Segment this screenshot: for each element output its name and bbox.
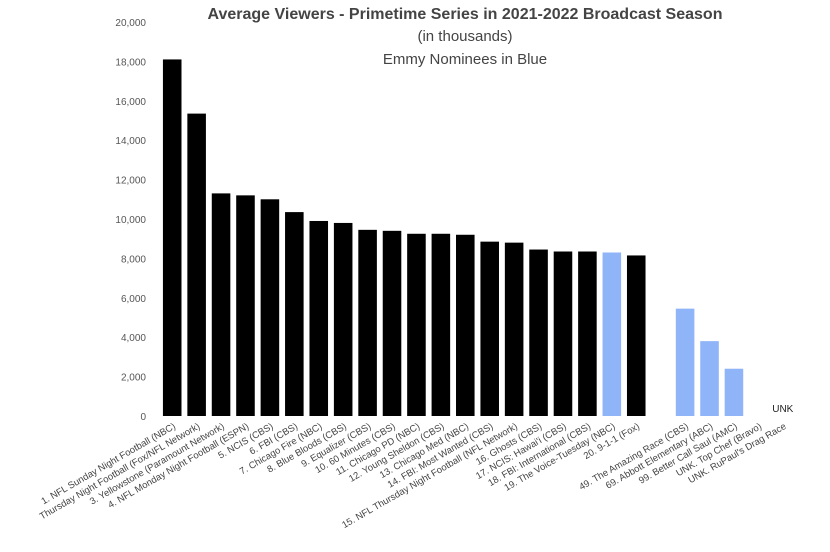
bar	[236, 195, 255, 416]
bar	[260, 199, 280, 416]
bar	[700, 341, 719, 416]
bar	[724, 368, 744, 416]
bar	[602, 252, 622, 416]
chart-subtitle-nominees: Emmy Nominees in Blue	[382, 51, 548, 68]
bar	[407, 233, 426, 416]
y-tick-label: 0	[140, 412, 146, 423]
y-tick-label: 10,000	[115, 215, 146, 226]
y-tick-label: 12,000	[115, 176, 146, 187]
bar	[211, 193, 231, 416]
bar	[162, 59, 182, 417]
bar	[626, 255, 646, 416]
bar	[504, 242, 524, 416]
bar	[578, 251, 597, 416]
bar	[529, 249, 548, 416]
y-tick-label: 20,000	[115, 18, 146, 29]
bar	[456, 234, 475, 416]
bar	[480, 241, 499, 416]
bar-data-label: UNK	[772, 404, 793, 415]
bar	[309, 220, 329, 416]
y-tick-label: 6,000	[121, 294, 146, 305]
y-tick-label: 14,000	[115, 136, 146, 147]
y-tick-label: 4,000	[121, 333, 146, 344]
chart-subtitle: (in thousands)	[417, 28, 513, 45]
bar	[285, 212, 304, 416]
bar	[358, 229, 377, 416]
bar	[431, 233, 451, 416]
bar	[553, 251, 573, 416]
bar	[333, 222, 353, 416]
y-tick-label: 18,000	[115, 57, 146, 68]
y-tick-label: 16,000	[115, 97, 146, 108]
bar	[675, 308, 695, 416]
bar	[187, 113, 206, 416]
y-tick-label: 8,000	[121, 254, 146, 265]
chart-title: Average Viewers - Primetime Series in 20…	[207, 6, 723, 23]
bar	[382, 230, 402, 416]
y-tick-label: 2,000	[121, 373, 146, 384]
